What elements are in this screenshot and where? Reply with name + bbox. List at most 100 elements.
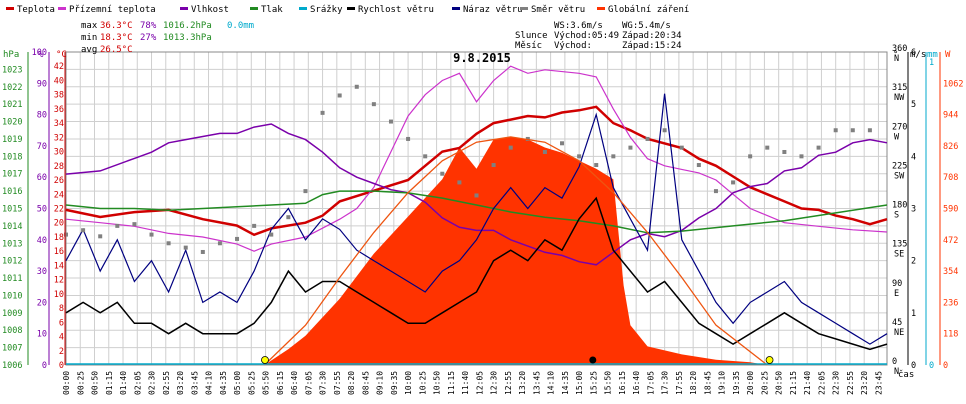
- x-tick-label: 01:15: [105, 371, 114, 395]
- x-tick-label: 11:40: [461, 371, 470, 395]
- wind-speed-tick-label: 2: [911, 257, 916, 267]
- humidity-line: [65, 123, 888, 266]
- x-tick-label: 10:00: [404, 371, 413, 395]
- rain-tick-label: 1: [929, 58, 934, 68]
- x-tick-label: 23:45: [874, 371, 883, 395]
- stats-min-temp: 18.3°C: [100, 33, 133, 43]
- wind-direction-point: [354, 84, 359, 89]
- x-tick-label: 09:35: [390, 371, 399, 395]
- axis-title-mm: mm: [927, 50, 938, 60]
- wind-direction-point: [286, 215, 291, 220]
- pressure-tick-label: 1017: [2, 170, 22, 180]
- x-tick-label: 15:50: [604, 371, 613, 395]
- stats-max-rain: 0.0mm: [227, 21, 254, 31]
- temperature-tick-label: 34: [54, 119, 64, 129]
- wind-direction-point: [611, 154, 616, 159]
- humidity-tick-label: 40: [37, 236, 47, 246]
- axis-title-percent: %: [38, 50, 44, 60]
- pressure-tick-label: 1009: [2, 309, 22, 319]
- x-tick-label: 05:00: [233, 371, 242, 395]
- legend-swatch: [180, 7, 188, 10]
- x-tick-label: 22:30: [832, 371, 841, 395]
- wind-direction-point: [64, 232, 68, 237]
- legend-label: Přízemní teplota: [69, 5, 156, 15]
- axis-title-watt: W: [945, 50, 951, 60]
- x-tick-label: 08:20: [347, 371, 356, 395]
- x-tick-label: 04:35: [219, 371, 228, 395]
- x-tick-label: 20:25: [760, 371, 769, 395]
- wind-direction-point: [269, 232, 274, 237]
- x-tick-label: 17:30: [661, 371, 670, 395]
- info-sun-label: Slunce: [515, 31, 548, 41]
- humidity-tick-label: 50: [37, 205, 47, 215]
- legend-swatch: [250, 7, 258, 10]
- ground-temperature-line: [65, 65, 888, 252]
- humidity-tick-label: 60: [37, 173, 47, 183]
- stats-min-hum: 27%: [140, 33, 157, 43]
- temperature-tick-label: 6: [59, 318, 64, 328]
- info-moon-set: Západ:15:24: [622, 41, 682, 51]
- wind-direction-point: [337, 93, 342, 98]
- temperature-tick-label: 4: [59, 333, 64, 343]
- solar-tick-label: 590: [943, 205, 958, 215]
- x-tick-label: 20:50: [775, 371, 784, 395]
- temperature-tick-label: 36: [54, 105, 64, 115]
- clear-sky-curve: [263, 136, 768, 366]
- x-tick-label: 15:25: [589, 371, 598, 395]
- wind-direction-point: [782, 149, 787, 154]
- wind-dir-tick-label: 135: [892, 240, 907, 250]
- wind-direction-point: [833, 128, 838, 133]
- legend-swatch: [58, 7, 66, 10]
- solar-tick-label: 236: [943, 298, 958, 308]
- x-tick-label: 16:40: [632, 371, 641, 395]
- temperature-tick-label: 14: [54, 261, 64, 271]
- wind-dir-tick-label: 315: [892, 83, 907, 93]
- temperature-tick-label: 28: [54, 162, 64, 172]
- wind-direction-point: [115, 223, 120, 228]
- x-tick-label: 05:25: [247, 371, 256, 395]
- x-tick-label: 12:05: [475, 371, 484, 395]
- wind-direction-point: [423, 154, 428, 159]
- rain-tick-label: 0: [929, 361, 934, 371]
- wind-speed-tick-label: 6: [911, 48, 916, 58]
- x-tick-label: 20:00: [746, 371, 755, 395]
- wind-direction-point: [388, 119, 393, 124]
- legend-swatch: [520, 7, 528, 10]
- temperature-tick-label: 42: [54, 62, 64, 72]
- info-moon-label: Měsíc: [515, 41, 542, 51]
- info-sun-set: Západ:20:34: [622, 31, 682, 41]
- wind-direction-point: [406, 136, 411, 141]
- x-tick-label: 03:20: [176, 371, 185, 395]
- info-sun-rise: Východ:05:49: [554, 31, 619, 41]
- stats-max-temp: 36.3°C: [100, 21, 133, 31]
- temperature-tick-label: 10: [54, 290, 64, 300]
- humidity-tick-label: 70: [37, 142, 47, 152]
- x-tick-label: 06:40: [290, 371, 299, 395]
- wind-dir-tick-label: 45: [892, 318, 902, 328]
- wind-speed-tick-label: 1: [911, 309, 916, 319]
- wind-direction-point: [440, 171, 445, 176]
- solar-tick-label: 944: [943, 111, 958, 121]
- wind-direction-point: [679, 145, 684, 150]
- x-tick-label: 05:50: [262, 371, 271, 395]
- wind-dir-tick-label: 360: [892, 44, 907, 54]
- x-tick-label: 11:15: [447, 371, 456, 395]
- wind-direction-point: [594, 163, 599, 168]
- temperature-tick-label: 24: [54, 190, 64, 200]
- wind-direction-point: [474, 193, 479, 198]
- humidity-tick-label: 0: [42, 361, 47, 371]
- temperature-tick-label: 16: [54, 247, 64, 257]
- x-tick-label: 22:05: [817, 371, 826, 395]
- wind-dir-tick-label: 270: [892, 122, 907, 132]
- wind-direction-point: [765, 145, 770, 150]
- info-ws: WS:3.6m/s: [554, 21, 603, 31]
- x-tick-label: 17:05: [646, 371, 655, 395]
- pressure-tick-label: 1007: [2, 344, 22, 354]
- legend-swatch: [6, 7, 14, 10]
- wind-speed-tick-label: 3: [911, 205, 916, 215]
- pressure-tick-label: 1014: [2, 222, 22, 232]
- axis-title-celsius: °C: [56, 50, 67, 60]
- wind-dir-compass-label: NE: [894, 328, 904, 338]
- wind-direction-point: [628, 145, 633, 150]
- x-tick-label: 18:45: [703, 371, 712, 395]
